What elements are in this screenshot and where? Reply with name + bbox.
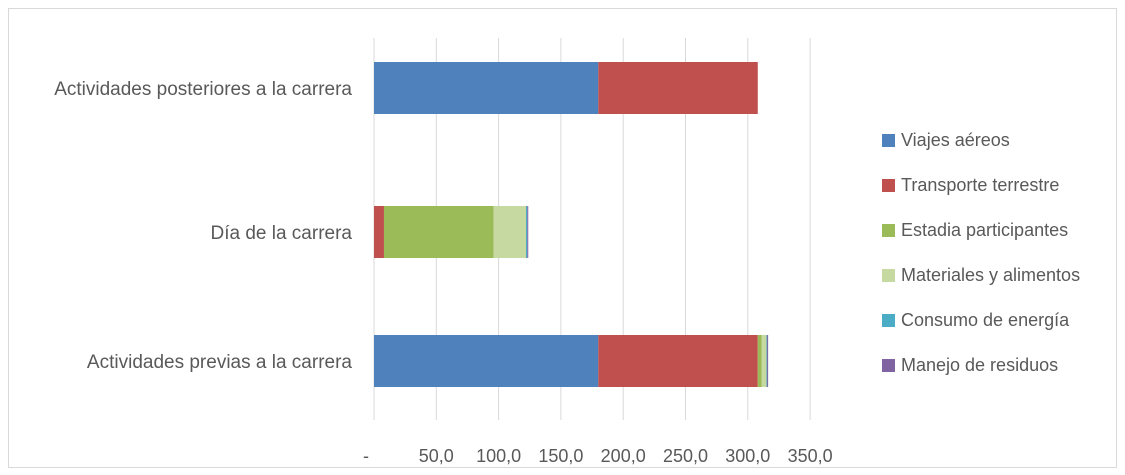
x-tick-label-2: 100,0 bbox=[476, 446, 521, 466]
bar-segment-2-3 bbox=[761, 335, 767, 387]
bar-segment-2-4 bbox=[766, 335, 768, 387]
x-tick-label-0: - bbox=[363, 446, 369, 466]
legend-swatch-3 bbox=[882, 269, 895, 282]
legend-label-2: Estadia participantes bbox=[901, 220, 1068, 240]
x-tick-label-7: 350,0 bbox=[788, 446, 833, 466]
bar-segment-0-1 bbox=[598, 62, 758, 114]
legend-swatch-1 bbox=[882, 179, 895, 192]
legend-label-4: Consumo de energía bbox=[901, 310, 1070, 330]
category-label-0: Actividades posteriores a la carrera bbox=[54, 79, 352, 100]
legend-label-3: Materiales y alimentos bbox=[901, 265, 1080, 285]
x-tick-labels: - 50,0 100,0 150,0 200,0 250,0 300,0 350,0 bbox=[363, 446, 833, 466]
legend-label-0: Viajes aéreos bbox=[901, 130, 1010, 150]
legend-swatch-2 bbox=[882, 224, 895, 237]
legend-swatch-5 bbox=[882, 359, 895, 372]
bar-segment-2-2 bbox=[757, 335, 762, 387]
x-tick-label-4: 200,0 bbox=[601, 446, 646, 466]
category-label-2: Actividades previas a la carrera bbox=[87, 352, 352, 373]
bar-segment-1-4 bbox=[526, 206, 528, 258]
bar-segment-2-0 bbox=[374, 335, 599, 387]
bar-segment-1-1 bbox=[374, 206, 384, 258]
legend-label-1: Transporte terrestre bbox=[901, 175, 1059, 195]
bar-segment-1-5 bbox=[527, 206, 529, 258]
x-tick-label-5: 250,0 bbox=[663, 446, 708, 466]
bars bbox=[374, 62, 769, 387]
legend-swatch-0 bbox=[882, 134, 895, 147]
legend-swatch-4 bbox=[882, 314, 895, 327]
x-tick-label-3: 150,0 bbox=[538, 446, 583, 466]
bar-segment-0-0 bbox=[374, 62, 599, 114]
category-labels: Actividades posteriores a la carrera Día … bbox=[54, 79, 352, 373]
bar-segment-1-2 bbox=[383, 206, 494, 258]
category-label-1: Día de la carrera bbox=[210, 223, 352, 244]
bar-segment-2-5 bbox=[767, 335, 769, 387]
bar-segment-2-1 bbox=[598, 335, 758, 387]
x-tick-label-6: 300,0 bbox=[725, 446, 770, 466]
x-tick-label-1: 50,0 bbox=[419, 446, 454, 466]
legend: Viajes aéreos Transporte terrestre Estadia… bbox=[882, 130, 1080, 375]
legend-label-5: Manejo de residuos bbox=[901, 355, 1058, 375]
bar-segment-1-3 bbox=[493, 206, 527, 258]
